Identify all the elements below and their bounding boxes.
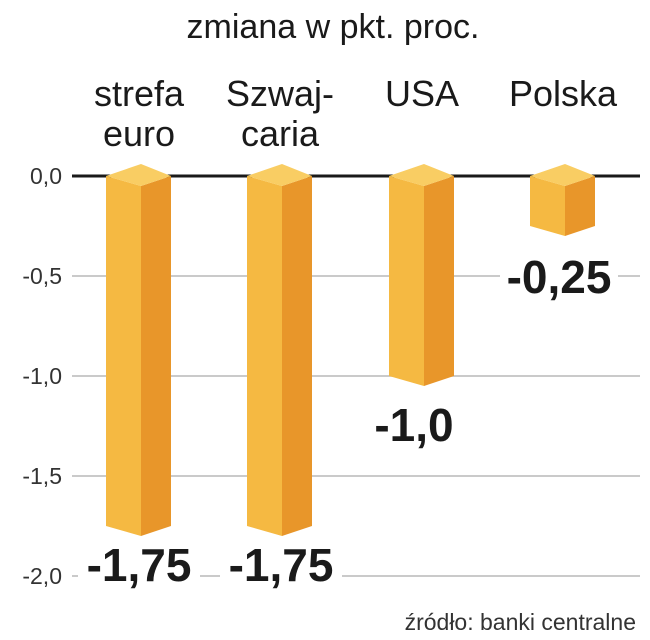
bar-front-face: [389, 176, 424, 386]
bar-top-face: [389, 164, 454, 186]
y-tick-label: -1,0: [22, 363, 62, 389]
bar-1: [106, 164, 171, 536]
bar-side-face: [282, 176, 312, 536]
y-tick-label: -1,5: [22, 463, 62, 489]
data-label-bg: [220, 538, 342, 590]
bar-side-face: [141, 176, 171, 536]
y-tick-label: -0,5: [22, 263, 62, 289]
category-label: USA: [385, 73, 459, 114]
data-label-bg: [500, 250, 618, 302]
data-label: -1,75: [87, 539, 192, 591]
data-label: -0,25: [507, 251, 612, 303]
bar-3: [389, 164, 454, 386]
bar-front-face: [106, 176, 141, 536]
category-label: euro: [103, 113, 175, 154]
bar-front-face: [530, 176, 565, 236]
category-label: Polska: [509, 73, 618, 114]
bar-top-face: [106, 164, 171, 186]
bar-4: [530, 164, 595, 236]
data-label-bg: [368, 398, 460, 450]
category-label: strefa: [94, 73, 185, 114]
bar-side-face: [424, 176, 454, 386]
bar-top-face: [247, 164, 312, 186]
source-note: źródło: banki centralne: [405, 609, 636, 635]
data-label: -1,75: [229, 539, 334, 591]
category-label: caria: [241, 113, 320, 154]
bar-front-face: [247, 176, 282, 536]
bar-top-face: [530, 164, 595, 186]
y-tick-label: -2,0: [22, 563, 62, 589]
bar-2: [247, 164, 312, 536]
category-label: Szwaj-: [226, 73, 334, 114]
bar-side-face: [565, 176, 595, 236]
chart-title: zmiana w pkt. proc.: [187, 8, 480, 46]
y-tick-label: 0,0: [30, 163, 62, 189]
data-label-bg: [78, 538, 200, 590]
data-label: -1,0: [374, 399, 453, 451]
